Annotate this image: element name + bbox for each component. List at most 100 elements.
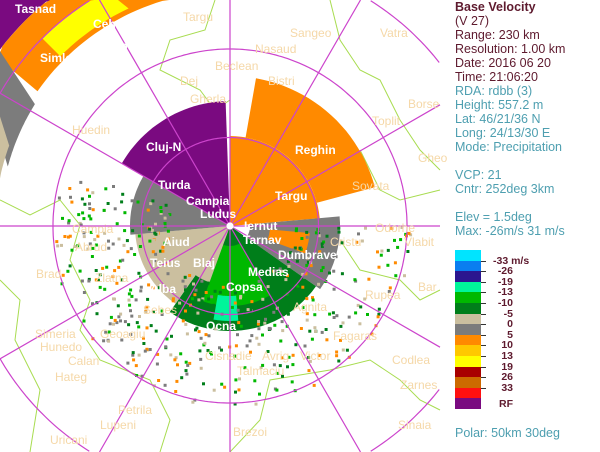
echo-pixel (335, 314, 339, 318)
echo-pixel (61, 273, 65, 277)
echo-pixel (88, 242, 92, 246)
elev-text: Elev = 1.5deg (455, 210, 532, 224)
lat-text: Lat: 46/21/36 N (455, 112, 541, 126)
product-title: Base Velocity (455, 0, 536, 14)
city-label: Aiud (163, 235, 190, 249)
echo-pixel (298, 246, 302, 250)
legend-swatch (455, 324, 481, 336)
echo-pixel (134, 298, 138, 302)
city-label: Zarnes (400, 378, 437, 392)
echo-pixel (163, 222, 167, 225)
echo-pixel (129, 247, 133, 251)
echo-pixel (91, 208, 95, 212)
echo-pixel (257, 279, 261, 283)
echo-pixel (73, 245, 77, 248)
echo-pixel (407, 231, 411, 235)
echo-pixel (102, 339, 106, 343)
echo-pixel (339, 324, 343, 328)
azimuth-spoke (0, 225, 231, 360)
echo-pixel (115, 321, 119, 325)
city-label: Iernut (244, 219, 277, 233)
echo-pixel (119, 312, 123, 316)
echo-pixel (306, 260, 310, 264)
echo-pixel (320, 269, 323, 273)
city-label: Blaj (193, 256, 215, 270)
city-label: Lupeni (100, 418, 136, 432)
echo-pixel (376, 250, 379, 254)
echo-pixel (145, 347, 149, 351)
echo-pixel (135, 374, 139, 377)
echo-pixel (88, 194, 91, 198)
echo-pixel (131, 351, 135, 355)
echo-pixel (191, 400, 195, 404)
rda-text: RDA: rdbb (3) (455, 84, 533, 98)
echo-pixel (154, 329, 158, 333)
echo-pixel (112, 322, 115, 326)
echo-pixel (78, 221, 82, 225)
city-label: Talmaciu (237, 364, 284, 378)
echo-pixel (115, 222, 119, 226)
echo-pixel (207, 334, 211, 338)
city-label: Brad (36, 267, 61, 281)
echo-pixel (218, 290, 222, 294)
echo-pixel (80, 197, 84, 201)
echo-pixel (298, 282, 302, 286)
echo-pixel (239, 294, 243, 298)
echo-pixel (66, 269, 70, 273)
echo-pixel (192, 282, 195, 286)
echo-pixel (137, 353, 141, 357)
echo-pixel (130, 199, 134, 203)
echo-pixel (178, 309, 182, 313)
echo-pixel (164, 203, 168, 207)
echo-pixel (275, 371, 279, 375)
legend-label: 10 (501, 339, 513, 352)
echo-pixel (184, 369, 188, 373)
echo-purple-near (121, 101, 230, 226)
legend-label: -10 (497, 297, 513, 309)
echo-pixel (255, 336, 259, 340)
echo-pixel (286, 274, 289, 278)
echo-pixel (314, 329, 318, 333)
echo-pixel (109, 315, 113, 319)
echo-pixel (68, 234, 72, 238)
echo-pixel (107, 339, 111, 343)
echo-pixel (210, 295, 214, 299)
echo-pixel (353, 278, 357, 282)
echo-orange-far (0, 0, 170, 92)
echo-pixel (303, 275, 307, 279)
echo-pixel (305, 235, 309, 239)
echo-pixel (60, 243, 63, 247)
echo-pixel (155, 362, 159, 366)
echo-pixel (185, 372, 189, 376)
echo-pixel (170, 289, 174, 292)
echo-pixel (206, 349, 210, 352)
echo-pixel (239, 324, 243, 328)
city-label: Beclean (215, 59, 258, 73)
echo-pixel (213, 289, 217, 293)
echo-pixel (358, 322, 362, 326)
echo-pixel (163, 241, 167, 245)
city-label: Hateg (55, 370, 87, 384)
echo-pixel (325, 338, 329, 342)
date-text: Date: 2016 06 20 (455, 56, 551, 70)
echo-pixel (280, 271, 284, 275)
echo-pixel (193, 293, 197, 297)
echo-pixel (163, 383, 167, 387)
echo-pixel (96, 234, 100, 238)
city-label: Zalau (82, 65, 113, 79)
echo-pixel (115, 281, 119, 285)
echo-pixel (202, 382, 205, 386)
echo-pixel (301, 272, 305, 276)
echo-pixel (400, 226, 404, 229)
legend-swatch (455, 366, 481, 378)
echo-pixel (56, 244, 60, 248)
echo-pixel (113, 269, 117, 273)
echo-pixel (310, 337, 314, 341)
echo-pixel (87, 277, 91, 281)
echo-pixel (379, 253, 383, 257)
echo-pixel (184, 288, 187, 292)
echo-pixel (94, 278, 98, 282)
echo-pixel (236, 333, 239, 337)
echo-pixel (305, 263, 309, 267)
